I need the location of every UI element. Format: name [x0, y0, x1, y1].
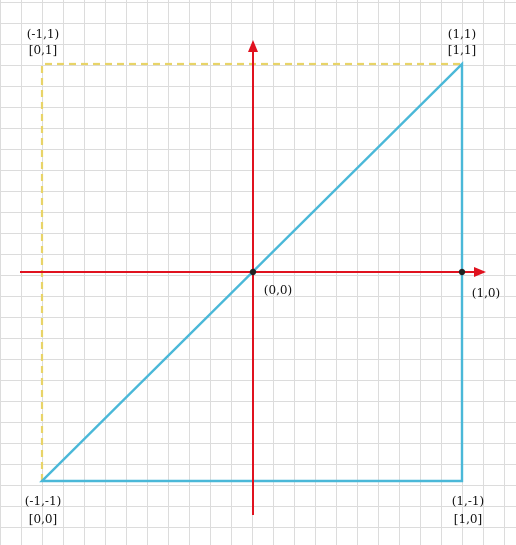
dashed-outline	[40, 62, 462, 481]
bottom-right-ndc-label: (1,-1)	[452, 494, 485, 508]
origin-point	[249, 268, 257, 276]
x-unit-point	[458, 268, 466, 276]
top-right-ndc-label: (1,1)	[448, 27, 476, 41]
bottom-left-uv-label: [0,0]	[29, 512, 57, 526]
x-unit-label: (1,0)	[472, 286, 500, 300]
bottom-left-ndc-label: (-1,-1)	[25, 494, 62, 508]
top-right-uv-label: [1,1]	[448, 43, 476, 57]
bottom-right-uv-label: [1,0]	[454, 512, 482, 526]
top-left-ndc-label: (-1,1)	[27, 27, 60, 41]
top-left-uv-label: [0,1]	[29, 43, 57, 57]
origin-label: (0,0)	[264, 283, 292, 297]
